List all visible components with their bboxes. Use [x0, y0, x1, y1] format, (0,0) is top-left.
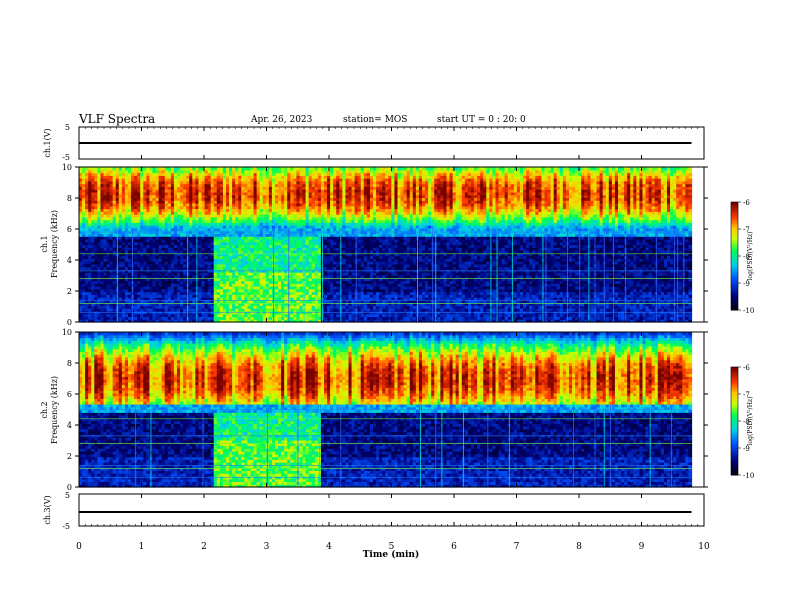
ch1-waveform-ytick-top: 5	[65, 123, 70, 132]
ch1-waveform-ytick-bottom: -5	[62, 153, 70, 162]
ch1-waveform-panel: 5 -5 ch.1(V)	[43, 123, 704, 162]
ch1-waveform-ylabel: ch.1(V)	[43, 128, 52, 157]
ch1-spectrogram-image	[79, 167, 704, 323]
